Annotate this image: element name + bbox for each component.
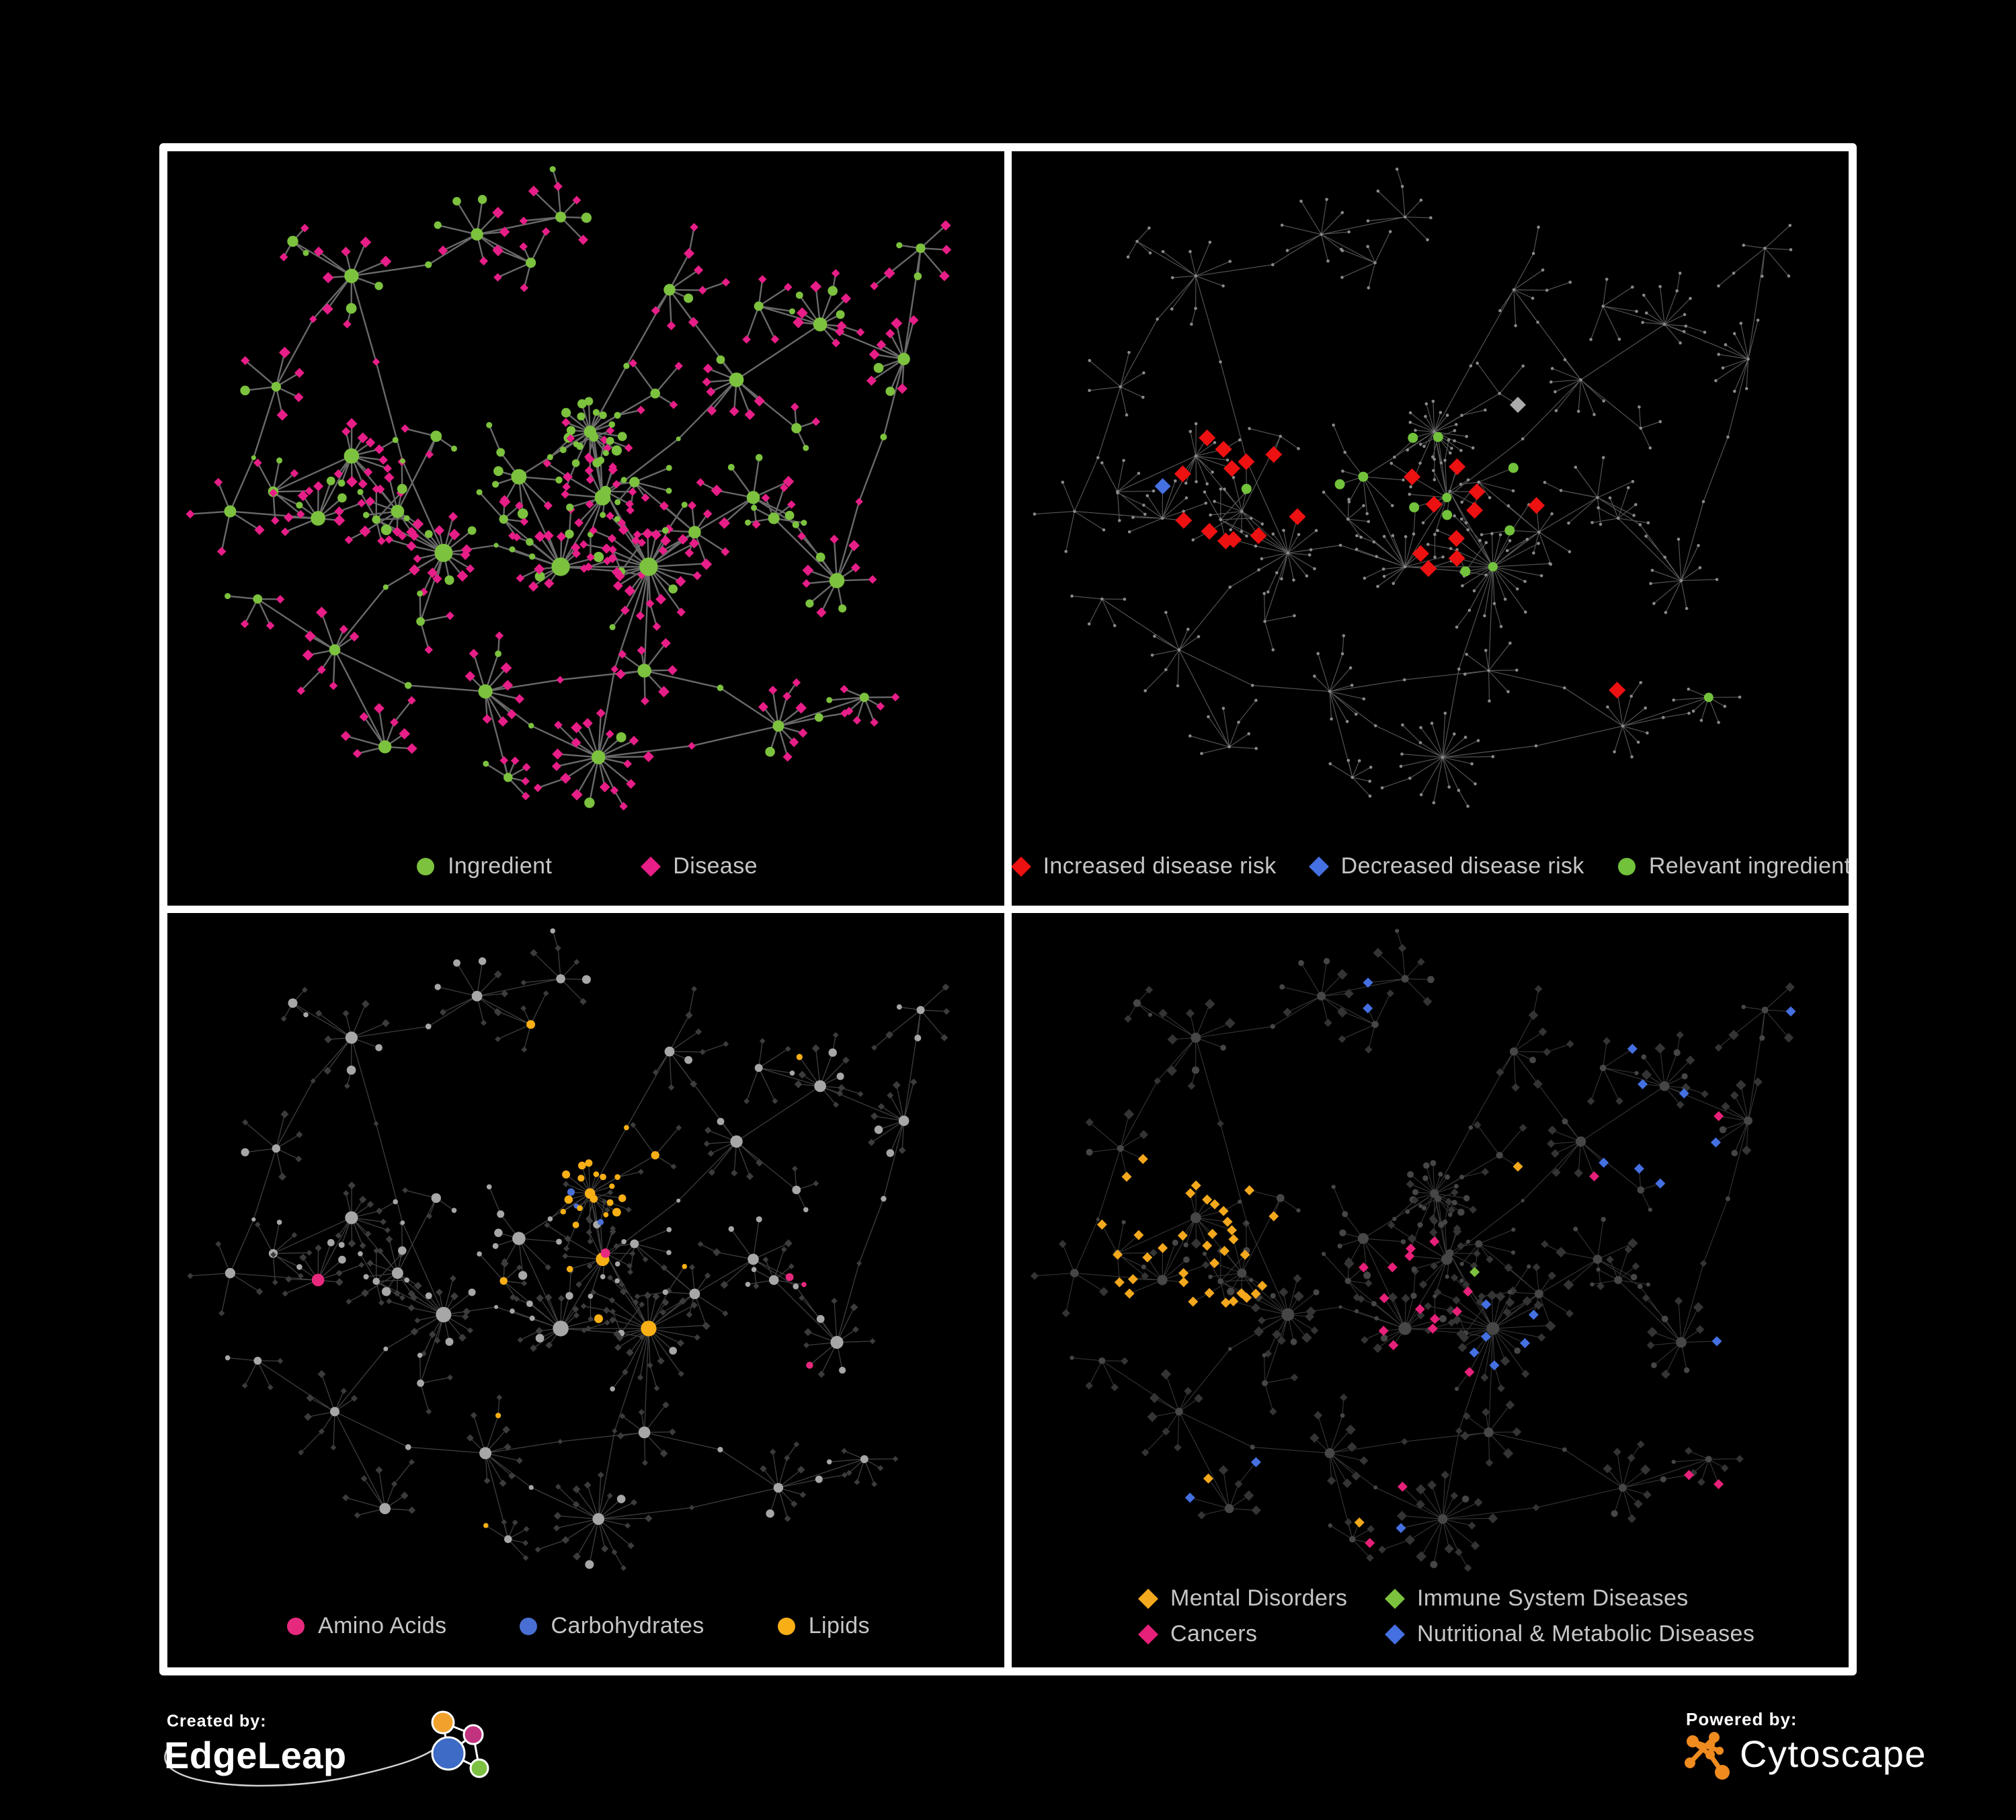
- legend-diamond-marker: [1138, 1624, 1158, 1645]
- legend-item: Disease: [639, 853, 758, 879]
- legend-diamond-marker: [1308, 856, 1329, 877]
- cytoscape-logo: Powered by: Cytoscape: [1681, 1706, 1990, 1787]
- legend-label: Carbohydrates: [551, 1613, 704, 1638]
- legend-circle-marker: [520, 1617, 538, 1635]
- legend-item: Carbohydrates: [517, 1613, 704, 1639]
- legend-label: Mental Disorders: [1170, 1585, 1348, 1611]
- legend-diamond-marker: [1385, 1588, 1405, 1609]
- cytoscape-icon-nodes: [1685, 1732, 1730, 1780]
- legend-label: Nutritional & Metabolic Diseases: [1417, 1621, 1755, 1647]
- edgeleap-node-orange: [431, 1710, 455, 1735]
- panel-ingredient-disease: Ingredient Disease: [167, 151, 1004, 906]
- legend-item: Amino Acids: [284, 1613, 446, 1639]
- legend: Mental Disorders Immune System Diseases Ca…: [1137, 1585, 1755, 1647]
- edgeleap-node-magenta: [462, 1724, 484, 1745]
- legend-label: Cancers: [1170, 1621, 1258, 1647]
- legend-item: Decreased disease risk: [1307, 853, 1584, 879]
- legend-label: Disease: [673, 853, 758, 879]
- cytoscape-wordmark: Cytoscape: [1740, 1733, 1927, 1775]
- edgeleap-wordmark: EdgeLeap: [164, 1734, 347, 1776]
- legend-item: Increased disease risk: [1012, 853, 1277, 879]
- created-by-label: Created by:: [167, 1712, 267, 1731]
- network-graph-disease-risk: [1033, 167, 1793, 808]
- legend-label: Ingredient: [448, 853, 553, 879]
- legend-diamond-marker: [1138, 1588, 1158, 1609]
- legend: Amino Acids Carbohydrates Lipids: [167, 1613, 1004, 1639]
- edgeleap-network-icon: [431, 1710, 489, 1778]
- legend-item: Cancers: [1137, 1621, 1383, 1647]
- legend-item: Nutritional & Metabolic Diseases: [1383, 1621, 1755, 1647]
- legend-item: Immune System Diseases: [1383, 1585, 1755, 1612]
- legend-label: Lipids: [808, 1613, 870, 1638]
- legend-diamond-marker: [1385, 1624, 1405, 1645]
- legend-item: Lipids: [775, 1613, 870, 1639]
- legend-circle-marker: [777, 1617, 795, 1635]
- panel-disease-risk: Increased disease risk Decreased disease …: [1012, 151, 1849, 906]
- legend: Increased disease risk Decreased disease …: [1012, 853, 1849, 879]
- edgeleap-swoosh: [164, 1741, 444, 1787]
- powered-by-label: Powered by:: [1686, 1709, 1798, 1729]
- legend-circle-marker: [287, 1617, 305, 1635]
- network-graph-ingredient-disease: [186, 166, 952, 811]
- legend-item: Mental Disorders: [1137, 1585, 1383, 1612]
- edgeleap-node-blue: [431, 1736, 466, 1771]
- network-graph-disease-classes: [1031, 928, 1796, 1572]
- legend-item: Relevant ingredient: [1615, 853, 1849, 879]
- legend-label: Amino Acids: [318, 1613, 447, 1638]
- panel-ingredient-classes: Amino Acids Carbohydrates Lipids: [167, 913, 1004, 1667]
- legend-circle-marker: [417, 857, 435, 875]
- legend-diamond-marker: [641, 856, 661, 877]
- panel-disease-classes: Mental Disorders Immune System Diseases Ca…: [1012, 913, 1849, 1667]
- legend-label: Relevant ingredient: [1648, 853, 1849, 879]
- legend-label: Increased disease risk: [1043, 853, 1277, 879]
- legend: Ingredient Disease: [167, 853, 1004, 879]
- network-graph-ingredient-classes: [187, 928, 951, 1571]
- edgeleap-logo: Created by: EdgeLeap: [159, 1706, 508, 1794]
- legend-label: Decreased disease risk: [1340, 853, 1584, 879]
- legend-diamond-marker: [1012, 856, 1031, 877]
- legend-circle-marker: [1617, 857, 1636, 875]
- edgeleap-node-green: [469, 1758, 489, 1778]
- legend-label: Immune System Diseases: [1417, 1585, 1689, 1611]
- legend-item: Ingredient: [414, 853, 552, 879]
- grid-frame: Ingredient Disease Increased disease risk…: [159, 143, 1857, 1675]
